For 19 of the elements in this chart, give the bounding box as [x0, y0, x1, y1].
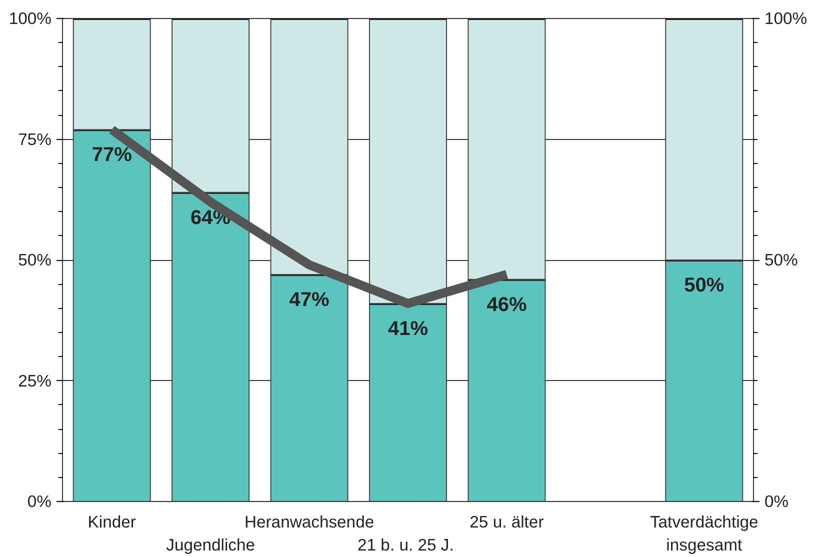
y-tick-label: 50% [18, 250, 52, 270]
data-label: 47% [289, 288, 330, 311]
y2-tick-label: 100% [764, 9, 808, 28]
x-tick-label: Jugendliche [166, 535, 256, 554]
y2-tick-label: 0% [764, 492, 789, 511]
x-tick-label: 21 b. u. 25 J. [358, 535, 454, 554]
x-tick-label: Kinder [88, 512, 136, 532]
data-label: 46% [486, 294, 527, 316]
x-tick-label: 25 u. älter [470, 512, 544, 532]
y-tick-label: 0% [27, 492, 52, 511]
y-tick-label: 100% [8, 9, 52, 28]
data-label: 77% [92, 144, 132, 166]
data-label: 41% [388, 318, 428, 340]
data-label: 50% [684, 274, 724, 296]
x-tick-label: Heranwachsende [244, 512, 374, 532]
y-tick-label: 25% [18, 371, 52, 390]
y-tick-label: 75% [18, 130, 52, 149]
x-tick-label: Tatverdächtige insgesamt [650, 512, 758, 554]
y2-tick-label: 50% [764, 250, 798, 270]
